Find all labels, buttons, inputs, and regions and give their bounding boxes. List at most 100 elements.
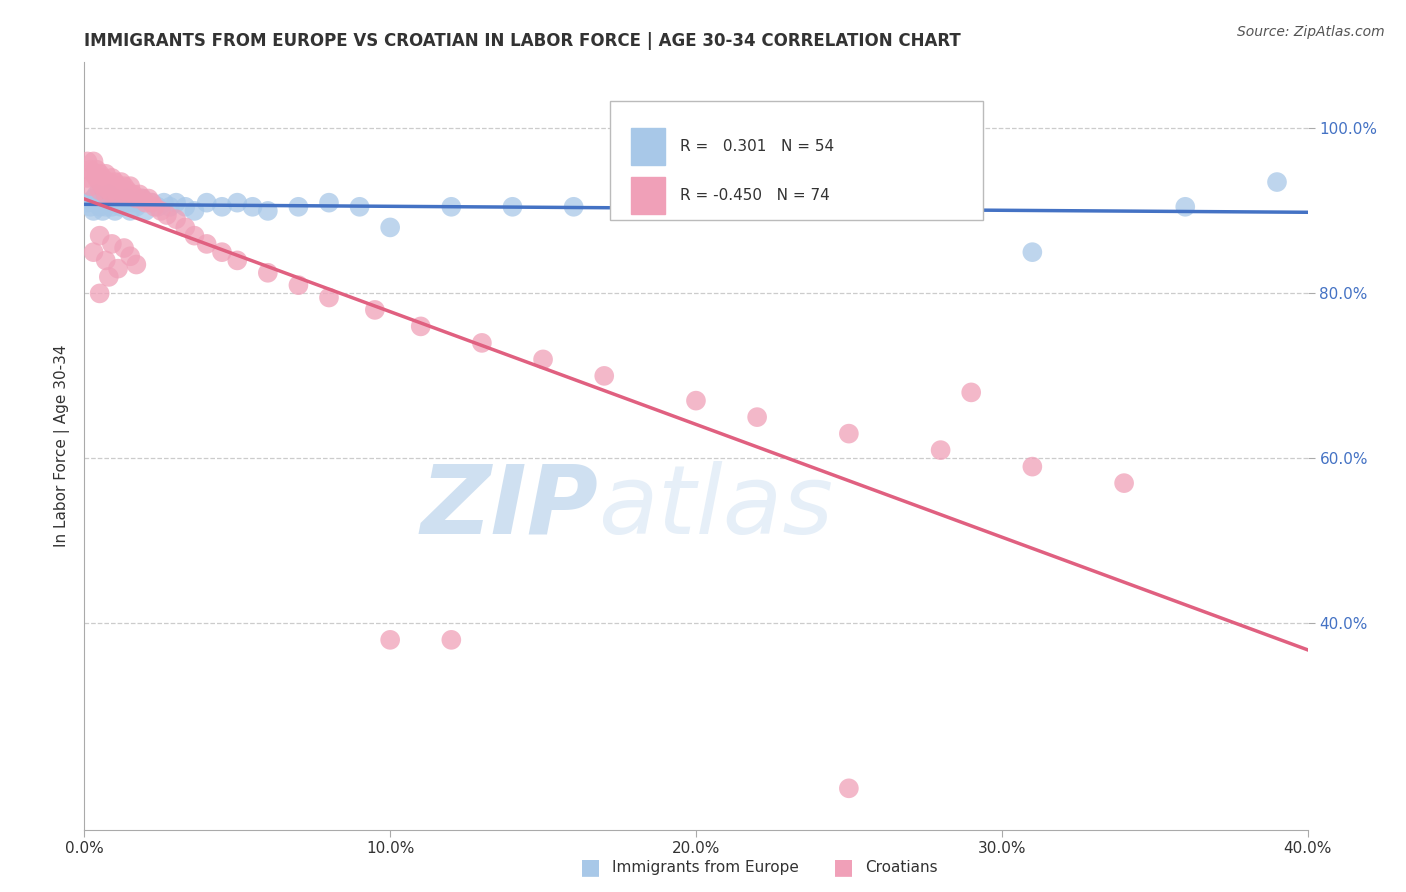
Text: Croatians: Croatians xyxy=(865,860,938,874)
Point xyxy=(107,179,129,194)
Point xyxy=(747,410,769,425)
Point xyxy=(380,632,402,647)
Point xyxy=(112,241,135,255)
Point xyxy=(685,200,707,214)
Point xyxy=(838,781,860,796)
Point xyxy=(79,200,101,214)
Point xyxy=(115,183,138,197)
Point xyxy=(89,192,111,206)
Point xyxy=(83,245,105,260)
Point xyxy=(440,632,463,647)
Point xyxy=(101,187,124,202)
Point xyxy=(101,195,124,210)
FancyBboxPatch shape xyxy=(610,101,983,219)
Point xyxy=(869,200,891,214)
Point xyxy=(131,192,153,206)
Point xyxy=(107,195,129,210)
Point xyxy=(195,195,218,210)
Point xyxy=(97,187,120,202)
Point xyxy=(89,200,111,214)
Point xyxy=(125,192,148,206)
Point xyxy=(174,220,197,235)
Point xyxy=(76,195,98,210)
Point xyxy=(112,187,135,202)
Point xyxy=(257,266,280,280)
Point xyxy=(257,203,280,218)
Point xyxy=(120,203,142,218)
Point xyxy=(83,192,105,206)
Point xyxy=(128,195,150,210)
Point xyxy=(86,195,108,210)
Point xyxy=(502,200,524,214)
Point xyxy=(159,200,181,214)
Text: R =   0.301   N = 54: R = 0.301 N = 54 xyxy=(681,139,834,154)
Point xyxy=(89,175,111,189)
Point xyxy=(125,200,148,214)
Point xyxy=(409,319,432,334)
Point xyxy=(531,352,554,367)
Point xyxy=(174,200,197,214)
Text: Source: ZipAtlas.com: Source: ZipAtlas.com xyxy=(1237,25,1385,39)
Point xyxy=(86,170,108,185)
Point xyxy=(94,200,117,214)
Point xyxy=(94,192,117,206)
Point xyxy=(104,203,127,218)
Point xyxy=(101,170,124,185)
Point xyxy=(86,162,108,177)
Point xyxy=(195,236,218,251)
Point xyxy=(287,200,309,214)
Point xyxy=(120,187,142,202)
Point xyxy=(471,335,494,350)
Point xyxy=(120,179,142,194)
Bar xyxy=(631,128,665,165)
Point xyxy=(125,258,148,272)
Point xyxy=(97,175,120,189)
Point xyxy=(83,154,105,169)
Point xyxy=(149,203,172,218)
Point xyxy=(94,167,117,181)
Point xyxy=(135,195,157,210)
Point xyxy=(101,200,124,214)
Point xyxy=(79,179,101,194)
Point xyxy=(91,170,114,185)
Point xyxy=(287,278,309,293)
Point xyxy=(110,183,132,197)
Point xyxy=(1021,245,1043,260)
Point xyxy=(91,179,114,194)
Point xyxy=(156,208,179,222)
Point xyxy=(112,195,135,210)
Bar xyxy=(631,178,665,214)
Point xyxy=(1114,476,1136,491)
Point xyxy=(83,203,105,218)
Point xyxy=(97,269,120,284)
Text: ■: ■ xyxy=(834,857,853,877)
Point xyxy=(183,228,205,243)
Point xyxy=(838,426,860,441)
Point xyxy=(115,192,138,206)
Point xyxy=(101,236,124,251)
Point xyxy=(131,192,153,206)
Point xyxy=(97,195,120,210)
Point xyxy=(143,200,166,214)
Point xyxy=(1265,175,1288,189)
Point xyxy=(593,368,616,383)
Text: Immigrants from Europe: Immigrants from Europe xyxy=(612,860,799,874)
Point xyxy=(1021,459,1043,474)
Y-axis label: In Labor Force | Age 30-34: In Labor Force | Age 30-34 xyxy=(55,344,70,548)
Point xyxy=(122,195,145,210)
Point xyxy=(153,195,176,210)
Point xyxy=(380,220,402,235)
Point xyxy=(89,167,111,181)
Point xyxy=(94,253,117,268)
Point xyxy=(135,203,157,218)
Point xyxy=(76,170,98,185)
Point xyxy=(128,187,150,202)
Point xyxy=(242,200,264,214)
Text: R = -0.450   N = 74: R = -0.450 N = 74 xyxy=(681,188,830,203)
Point xyxy=(122,187,145,202)
Point xyxy=(183,203,205,218)
Point xyxy=(211,200,233,214)
Point xyxy=(165,212,187,227)
Point xyxy=(76,154,98,169)
Point xyxy=(364,302,387,317)
